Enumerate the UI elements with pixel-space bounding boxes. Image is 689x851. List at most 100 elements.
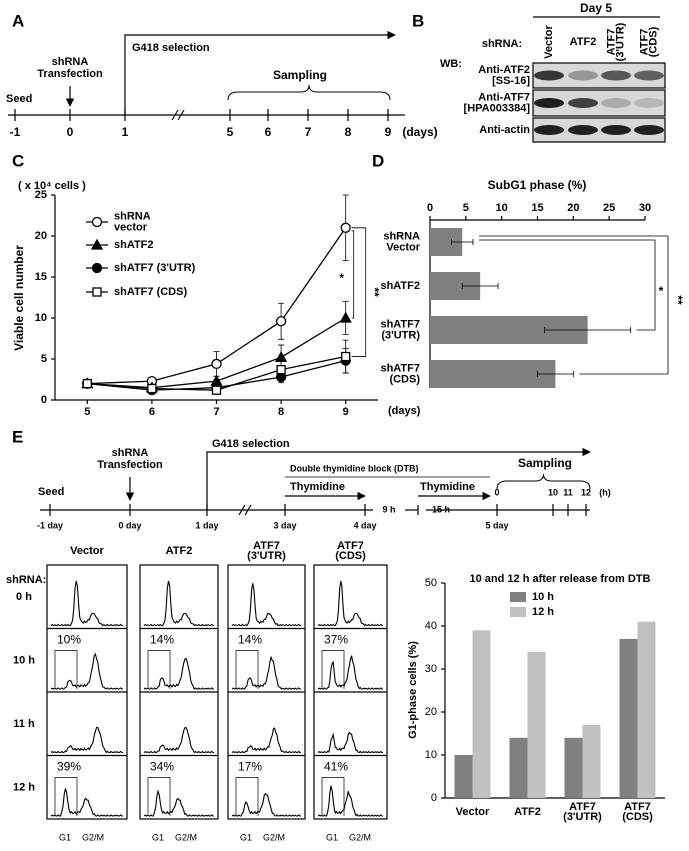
timeline-label: 11 — [563, 487, 573, 497]
band — [601, 70, 631, 81]
bar — [564, 737, 583, 798]
timeline-label: 9 — [385, 125, 392, 139]
x-tick-label: 30 — [639, 202, 651, 214]
chart-title: SubG1 phase (%) — [488, 178, 587, 192]
axis-break — [244, 504, 252, 516]
band — [634, 125, 664, 135]
timeline-label: 8 — [345, 125, 352, 139]
x-axis-label: (days) — [388, 405, 421, 417]
y-tick-label: shATF7 (CDS) — [380, 362, 420, 385]
phase-label: G2/M — [82, 832, 104, 842]
band — [634, 98, 664, 108]
band — [534, 70, 564, 81]
y-tick-label: 15 — [35, 271, 47, 283]
arrow — [124, 30, 396, 115]
timeline-label: 1 — [122, 125, 129, 139]
phase-label: G1 — [326, 832, 338, 842]
error-bar — [544, 327, 632, 333]
event-label: Double thymidine block (DTB) — [290, 463, 419, 473]
column-label: ATF7 (3'UTR) — [247, 540, 286, 562]
x-tick-label: ATF7 (CDS) — [622, 801, 653, 823]
band — [534, 98, 564, 108]
histogram — [231, 727, 301, 754]
histogram — [317, 580, 383, 627]
lane-label: ATF2 — [570, 36, 597, 48]
y-tick-label: 0 — [431, 792, 437, 804]
event-label: shRNA Transfection — [97, 447, 163, 471]
timeline-label: 10 — [548, 487, 558, 497]
gate — [235, 777, 259, 816]
band — [568, 98, 598, 108]
error-bar — [461, 283, 499, 289]
x-tick-label: 5 — [84, 406, 90, 418]
lane-label: ATF7(CDS) — [638, 26, 659, 57]
event-label: Sampling — [273, 68, 327, 82]
x-tick-label: ATF2 — [514, 806, 541, 818]
marker — [147, 383, 157, 394]
gate — [321, 650, 345, 689]
band — [601, 125, 631, 135]
x-tick-label: 8 — [278, 406, 284, 418]
x-tick-label: 5 — [463, 202, 469, 214]
y-tick-label: 20 — [35, 230, 47, 242]
panel-label: B — [412, 11, 424, 30]
y-tick-label: 50 — [425, 577, 437, 589]
histogram — [50, 652, 123, 690]
column-label: ATF2 — [166, 545, 193, 557]
timeline-label: -1 — [10, 125, 21, 139]
histogram — [317, 785, 383, 817]
timeline-label: 3 day — [273, 520, 296, 530]
gate — [321, 777, 345, 816]
marker — [211, 358, 222, 370]
antibody-label: Anti-actin — [479, 124, 530, 136]
y-tick-label: 0 — [41, 394, 47, 406]
band — [568, 70, 598, 81]
gate — [235, 650, 259, 689]
timeline-label: 0 day — [118, 520, 141, 530]
y-axis-label: Viable cell number — [12, 245, 26, 351]
y-tick-label: 5 — [41, 353, 47, 365]
brace — [227, 84, 391, 101]
phase-label: G1 — [152, 832, 164, 842]
significance: * — [659, 284, 664, 298]
histogram — [50, 788, 123, 817]
y-tick-label: 40 — [425, 620, 437, 632]
grid-header: shRNA: — [6, 574, 46, 586]
axis-unit: ( x 10⁴ cells ) — [18, 180, 86, 192]
arrow — [206, 447, 591, 510]
y-axis-label: G1-phase cells (%) — [407, 641, 419, 739]
timeline-label: 5 — [227, 125, 234, 139]
error-bar — [537, 371, 574, 377]
bar — [472, 630, 491, 798]
bar — [582, 724, 601, 798]
marker — [339, 311, 352, 323]
x-tick-label: 0 — [427, 202, 433, 214]
x-tick-label: 7 — [213, 406, 219, 418]
row-label: 10 h — [13, 654, 35, 666]
x-tick-label: 9 — [343, 406, 349, 418]
bar — [619, 638, 638, 798]
legend-marker — [90, 238, 104, 250]
error-bar — [451, 239, 474, 245]
percent-label: 34% — [150, 760, 174, 774]
histogram — [50, 580, 123, 627]
significance-bracket — [351, 230, 355, 319]
blot-header: WB: — [440, 58, 462, 70]
legend-label: 12 h — [532, 606, 554, 618]
lane-label: Vector — [543, 24, 555, 58]
antibody-label: Anti-ATF2 [SS-16] — [478, 64, 530, 87]
axis-break — [171, 109, 179, 121]
column-label: Vector — [70, 545, 104, 557]
event-label: G418 selection — [212, 438, 290, 450]
panel-label: A — [12, 11, 24, 30]
event-label: Seed — [38, 486, 64, 498]
histogram — [231, 792, 301, 817]
timeline-label: 5 day — [485, 520, 508, 530]
timeline-label: 1 day — [195, 520, 218, 530]
x-tick-label: 25 — [603, 202, 615, 214]
event-label: Seed — [6, 93, 32, 105]
y-tick-label: shATF7 (3'UTR) — [380, 318, 420, 341]
legend-label: 10 h — [532, 591, 554, 603]
gate — [147, 777, 171, 816]
x-tick-label: ATF7 (3'UTR) — [563, 801, 602, 823]
